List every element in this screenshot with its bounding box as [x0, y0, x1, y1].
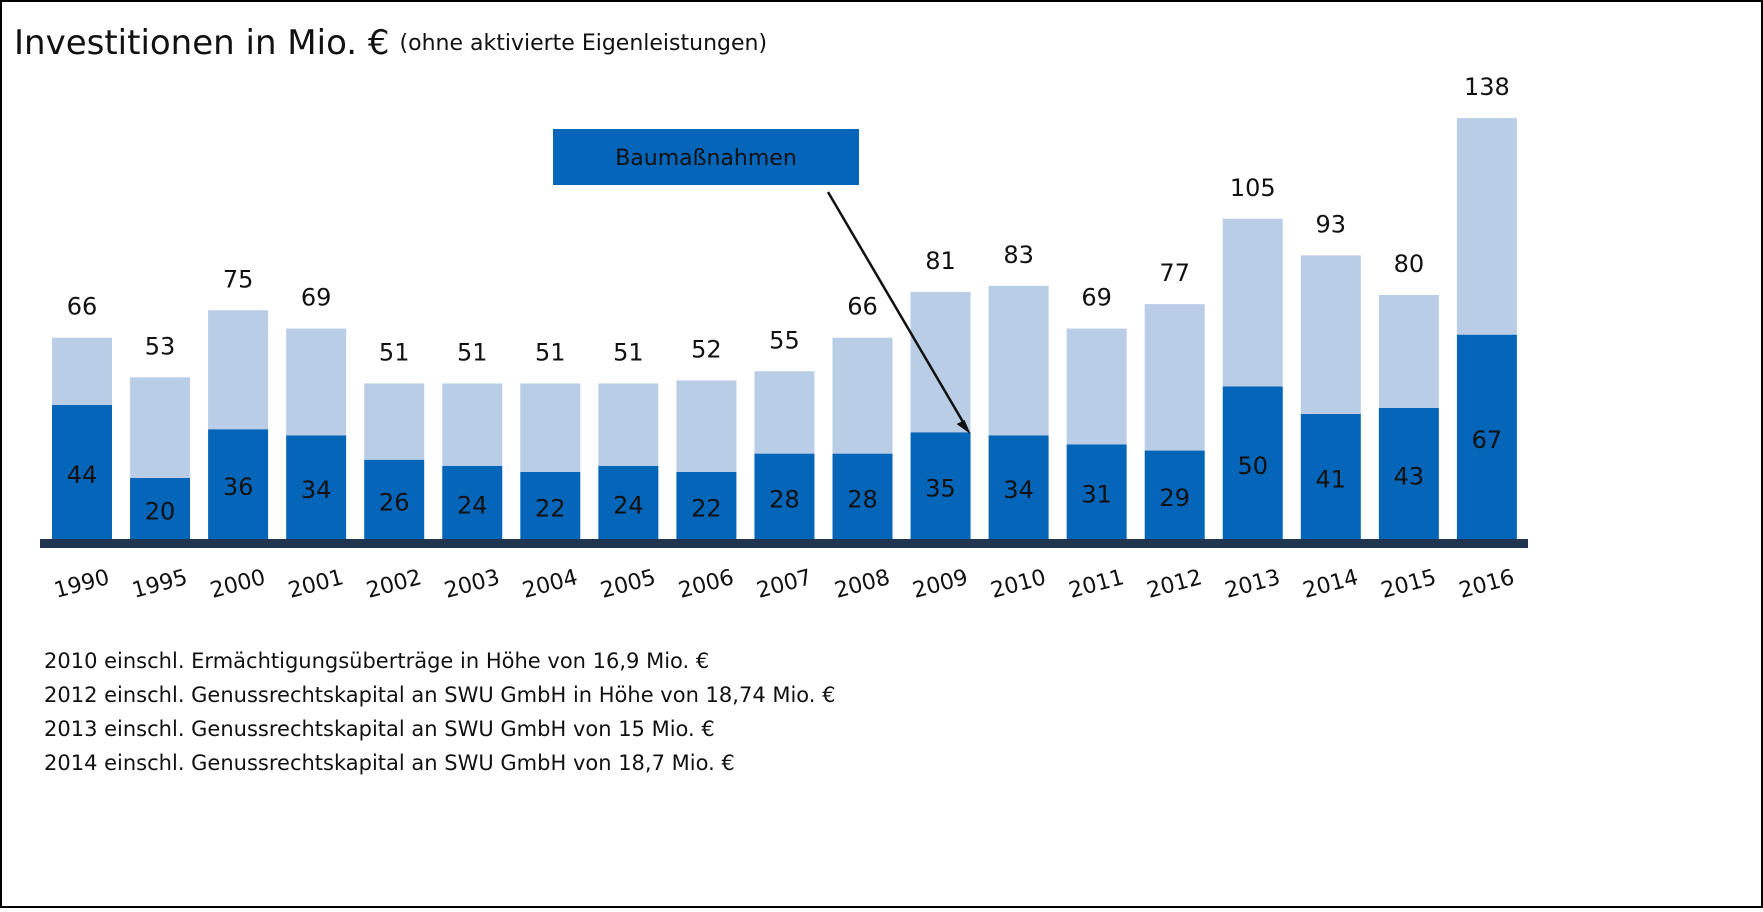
- bar-value-label: 36: [223, 473, 254, 501]
- bar-segment: [52, 337, 112, 405]
- total-label: 51: [457, 338, 488, 366]
- bar-value-label: 26: [379, 488, 410, 516]
- total-label: 51: [535, 338, 566, 366]
- total-label: 51: [379, 338, 410, 366]
- bar-value-label: 28: [847, 485, 878, 513]
- total-label: 69: [1081, 284, 1112, 312]
- annotation-text: Baumaßnahmen: [615, 146, 797, 171]
- bar-segment: [442, 465, 503, 539]
- total-label: 75: [223, 265, 254, 293]
- bar-segment: [676, 380, 737, 472]
- bar-segment: [910, 291, 971, 433]
- bar-segment: [1456, 334, 1517, 539]
- bar-segment: [1222, 218, 1283, 387]
- total-label: 80: [1394, 250, 1425, 278]
- bar-segment: [754, 453, 815, 539]
- bar-segment: [208, 310, 269, 430]
- chart-subtitle: (ohne aktivierte Eigenleistungen): [400, 31, 768, 56]
- bar-segment: [208, 429, 269, 539]
- bar-segment: [832, 337, 893, 454]
- footnote: 2014 einschl. Genussrechtskapital an SWU…: [44, 751, 735, 775]
- bar-segment: [52, 404, 112, 539]
- total-label: 52: [691, 335, 722, 363]
- bar-segment: [364, 459, 425, 539]
- bar-value-label: 50: [1237, 452, 1268, 480]
- bar-segment: [1222, 386, 1283, 539]
- footnote: 2013 einschl. Genussrechtskapital an SWU…: [44, 717, 715, 741]
- total-label: 69: [301, 284, 332, 312]
- bar-value-label: 34: [1003, 476, 1034, 504]
- bar-value-label: 24: [457, 491, 488, 519]
- bar-segment: [1144, 304, 1205, 451]
- bar-segment: [910, 432, 971, 539]
- bar-value-label: 20: [145, 498, 176, 526]
- footnote: 2010 einschl. Ermächtigungsüberträge in …: [44, 649, 709, 673]
- total-label: 77: [1159, 259, 1190, 287]
- arrow-head: [956, 420, 971, 434]
- total-label: 81: [925, 247, 956, 275]
- bar-segment: [1144, 450, 1205, 539]
- bar-segment: [520, 471, 581, 539]
- bar-segment: [130, 377, 191, 478]
- bar-segment: [832, 453, 893, 539]
- total-label: 66: [67, 293, 98, 321]
- bar-segment: [1300, 255, 1361, 414]
- bar-value-label: 43: [1394, 462, 1425, 490]
- total-label: 66: [847, 293, 878, 321]
- bar-value-label: 22: [535, 494, 566, 522]
- annotation-arrow: [826, 191, 968, 429]
- bar-segment: [1066, 444, 1127, 539]
- bar-segment: [988, 285, 1049, 436]
- bar-segment: [1066, 328, 1127, 445]
- bar-value-label: 28: [769, 485, 800, 513]
- bar-segment: [1378, 295, 1439, 408]
- baseline: [40, 539, 1528, 548]
- total-label: 105: [1230, 174, 1276, 202]
- chart-title: Investitionen in Mio. €: [14, 23, 390, 63]
- total-label: 53: [145, 332, 176, 360]
- bar-segment: [988, 435, 1049, 539]
- bar-segment: [286, 435, 347, 539]
- bar-value-label: 22: [691, 494, 722, 522]
- bar-segment: [598, 383, 659, 466]
- bar-value-label: 29: [1159, 484, 1190, 512]
- bar-segment: [130, 478, 191, 539]
- total-label: 93: [1316, 210, 1347, 238]
- footnote: 2012 einschl. Genussrechtskapital an SWU…: [44, 683, 836, 707]
- bar-segment: [364, 383, 425, 460]
- bar-segment: [676, 471, 737, 539]
- bar-segment: [754, 371, 815, 454]
- total-label: 55: [769, 326, 800, 354]
- bar-segment: [598, 465, 659, 539]
- bar-value-label: 41: [1316, 465, 1347, 493]
- bar-segment: [520, 383, 581, 472]
- bar-value-label: 44: [67, 461, 98, 489]
- title-group: Investitionen in Mio. € (ohne aktivierte …: [14, 23, 767, 63]
- bar-segment: [1378, 407, 1439, 539]
- bar-value-label: 31: [1081, 481, 1112, 509]
- bar-segment: [1300, 413, 1361, 539]
- total-label: 51: [613, 338, 644, 366]
- bar-segment: [442, 383, 503, 466]
- bar-value-label: 67: [1472, 426, 1503, 454]
- total-label: 138: [1464, 73, 1510, 101]
- bar-segment: [286, 328, 347, 436]
- annotation-box: [553, 129, 859, 185]
- bar-segment: [1456, 118, 1517, 335]
- bar-value-label: 35: [925, 475, 956, 503]
- bar-value-label: 24: [613, 491, 644, 519]
- total-label: 83: [1003, 241, 1034, 269]
- bar-value-label: 34: [301, 476, 332, 504]
